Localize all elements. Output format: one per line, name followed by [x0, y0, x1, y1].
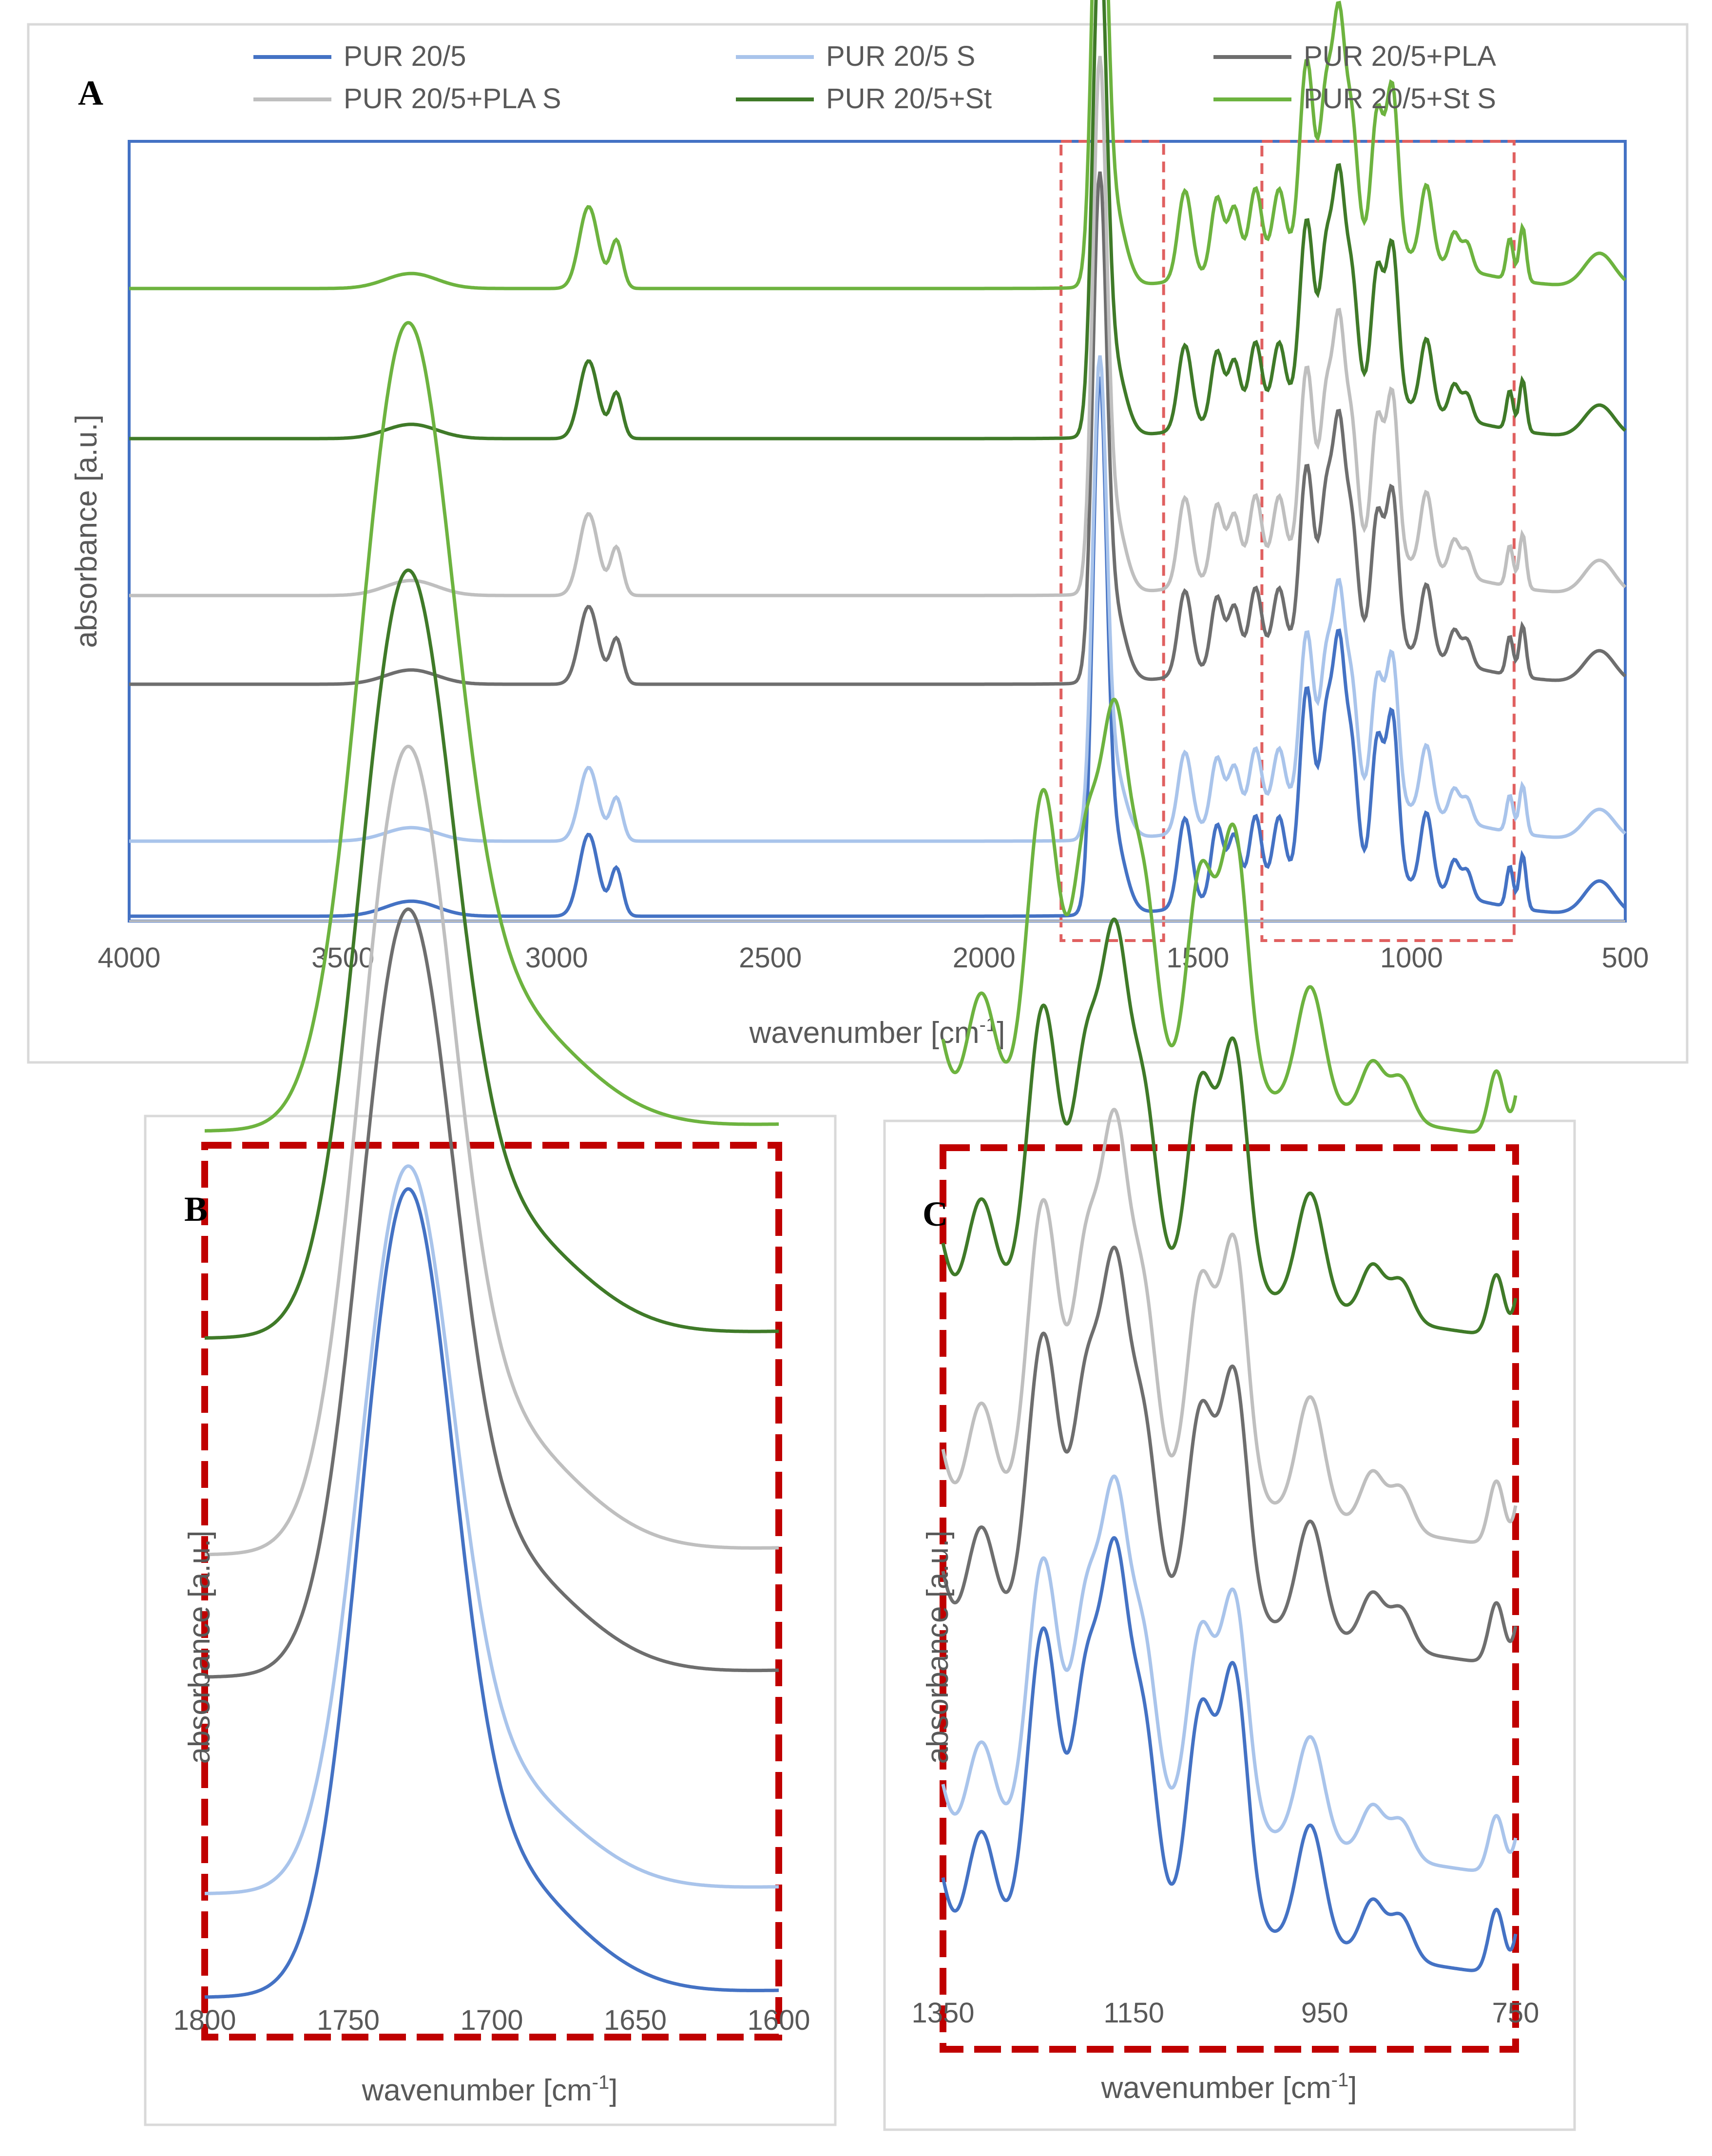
panel-c-series-pur-20-5-s — [941, 1474, 1518, 1872]
panel-a-series-pur-20-5-st-s — [129, 0, 1627, 290]
panel-a-series-pur-20-5-pla-s — [129, 56, 1627, 597]
panel-c-tick-label-750: 750 — [1492, 1997, 1539, 2029]
panel-c-frame — [883, 1119, 1576, 2131]
panel-c-tick-label-1150: 1150 — [1103, 1997, 1164, 2029]
panel-c-tick-label-1350: 1350 — [911, 1997, 974, 2029]
panel-b-series-pur-20-5 — [204, 1187, 779, 1999]
panel-a-legend: PUR 20/5 PUR 20/5 S PUR 20/5+PLA PUR 20/5+P… — [253, 40, 1496, 115]
panel-a-tick-label-4000: 4000 — [97, 942, 160, 974]
panel-c-series-pur-20-5-st — [941, 917, 1518, 1334]
panel-b-series-group — [204, 321, 779, 1999]
panel-b-x-ticks: 1800 1750 1700 1650 1600 — [173, 2004, 810, 2036]
panel-c-x-title: wavenumber [cm-1] — [1101, 2069, 1357, 2105]
panel-a-tick-label-3500: 3500 — [311, 942, 374, 974]
panel-c-plot-area — [940, 1144, 1519, 2053]
panel-a-tick-label-1500: 1500 — [1166, 942, 1229, 974]
panel-c-y-title: absorbance [a.u.] — [921, 1530, 955, 1764]
panel-b-tick-label-1800: 1800 — [173, 2004, 236, 2036]
panel-b-tick-label-1750: 1750 — [317, 2004, 380, 2036]
panel-c-x-ticks: 1350 1150 950 750 — [911, 1997, 1539, 2029]
panel-a-series-pur-20-5-s — [129, 355, 1627, 843]
panel-a-series-pur-20-5 — [129, 376, 1627, 918]
panel-b-series-pur-20-5-s — [205, 1164, 779, 1895]
panel-b-series-pur-20-5-st-s — [205, 321, 779, 1133]
panel-a-series-pur-20-5-pla — [129, 171, 1627, 686]
panel-a-highlight-box-2 — [1260, 140, 1516, 942]
panel-a-tick-label-500: 500 — [1602, 942, 1649, 974]
panel-c-series-pur-20-5 — [941, 1536, 1518, 1972]
panel-a-highlight-box-1 — [1059, 140, 1165, 942]
panel-a-y-title: absorbance [a.u.] — [70, 414, 103, 648]
panel-c-series-pur-20-5-pla — [941, 1245, 1518, 1662]
panel-a-frame — [27, 23, 1689, 1064]
panel-c-series-pur-20-5-pla-s — [941, 1107, 1518, 1544]
panel-b-plot-area — [201, 1142, 782, 2040]
legend-label-pur-20-5-st: PUR 20/5+St — [826, 83, 992, 115]
panel-b-letter: B — [184, 1190, 208, 1229]
legend-label-pur-20-5-pla: PUR 20/5+PLA — [1304, 40, 1496, 72]
panel-a-tick-label-2500: 2500 — [739, 942, 802, 974]
panel-c-letter: C — [923, 1194, 948, 1233]
panel-b-series-pur-20-5-st — [205, 568, 779, 1340]
panel-a-tick-label-1000: 1000 — [1380, 942, 1443, 974]
panel-a-tick-label-3000: 3000 — [525, 942, 588, 974]
legend-label-pur-20-5-st-s: PUR 20/5+St S — [1304, 83, 1496, 115]
panel-b-tick-label-1600: 1600 — [747, 2004, 810, 2036]
panel-b-y-title: absorbance [a.u.] — [183, 1530, 216, 1764]
legend-label-pur-20-5-s: PUR 20/5 S — [826, 40, 975, 72]
panel-b-series-pur-20-5-pla — [205, 907, 779, 1679]
legend-label-pur-20-5: PUR 20/5 — [344, 40, 466, 72]
panel-a-series-pur-20-5-st — [129, 0, 1627, 441]
panel-b-series-pur-20-5-pla-s — [205, 745, 779, 1557]
panel-a-x-ticks: 4000 3500 3000 2500 2000 1500 1000 500 — [97, 942, 1649, 974]
panel-a-highlight-boxes — [1059, 140, 1516, 942]
legend-label-pur-20-5-pla-s: PUR 20/5+PLA S — [344, 83, 561, 115]
panel-a-series-group — [129, 0, 1627, 918]
panel-c-series-pur-20-5-st-s — [941, 697, 1518, 1134]
panel-b-tick-label-1650: 1650 — [604, 2004, 667, 2036]
panel-a-letter: A — [78, 74, 103, 113]
panel-b-frame — [144, 1115, 837, 2126]
panel-b-tick-label-1700: 1700 — [460, 2004, 523, 2036]
panel-b-x-title: wavenumber [cm-1] — [362, 2072, 618, 2107]
panel-c-series-group — [941, 697, 1518, 1972]
panel-c-tick-label-950: 950 — [1301, 1997, 1348, 2029]
panel-a-tick-label-2000: 2000 — [953, 942, 1016, 974]
